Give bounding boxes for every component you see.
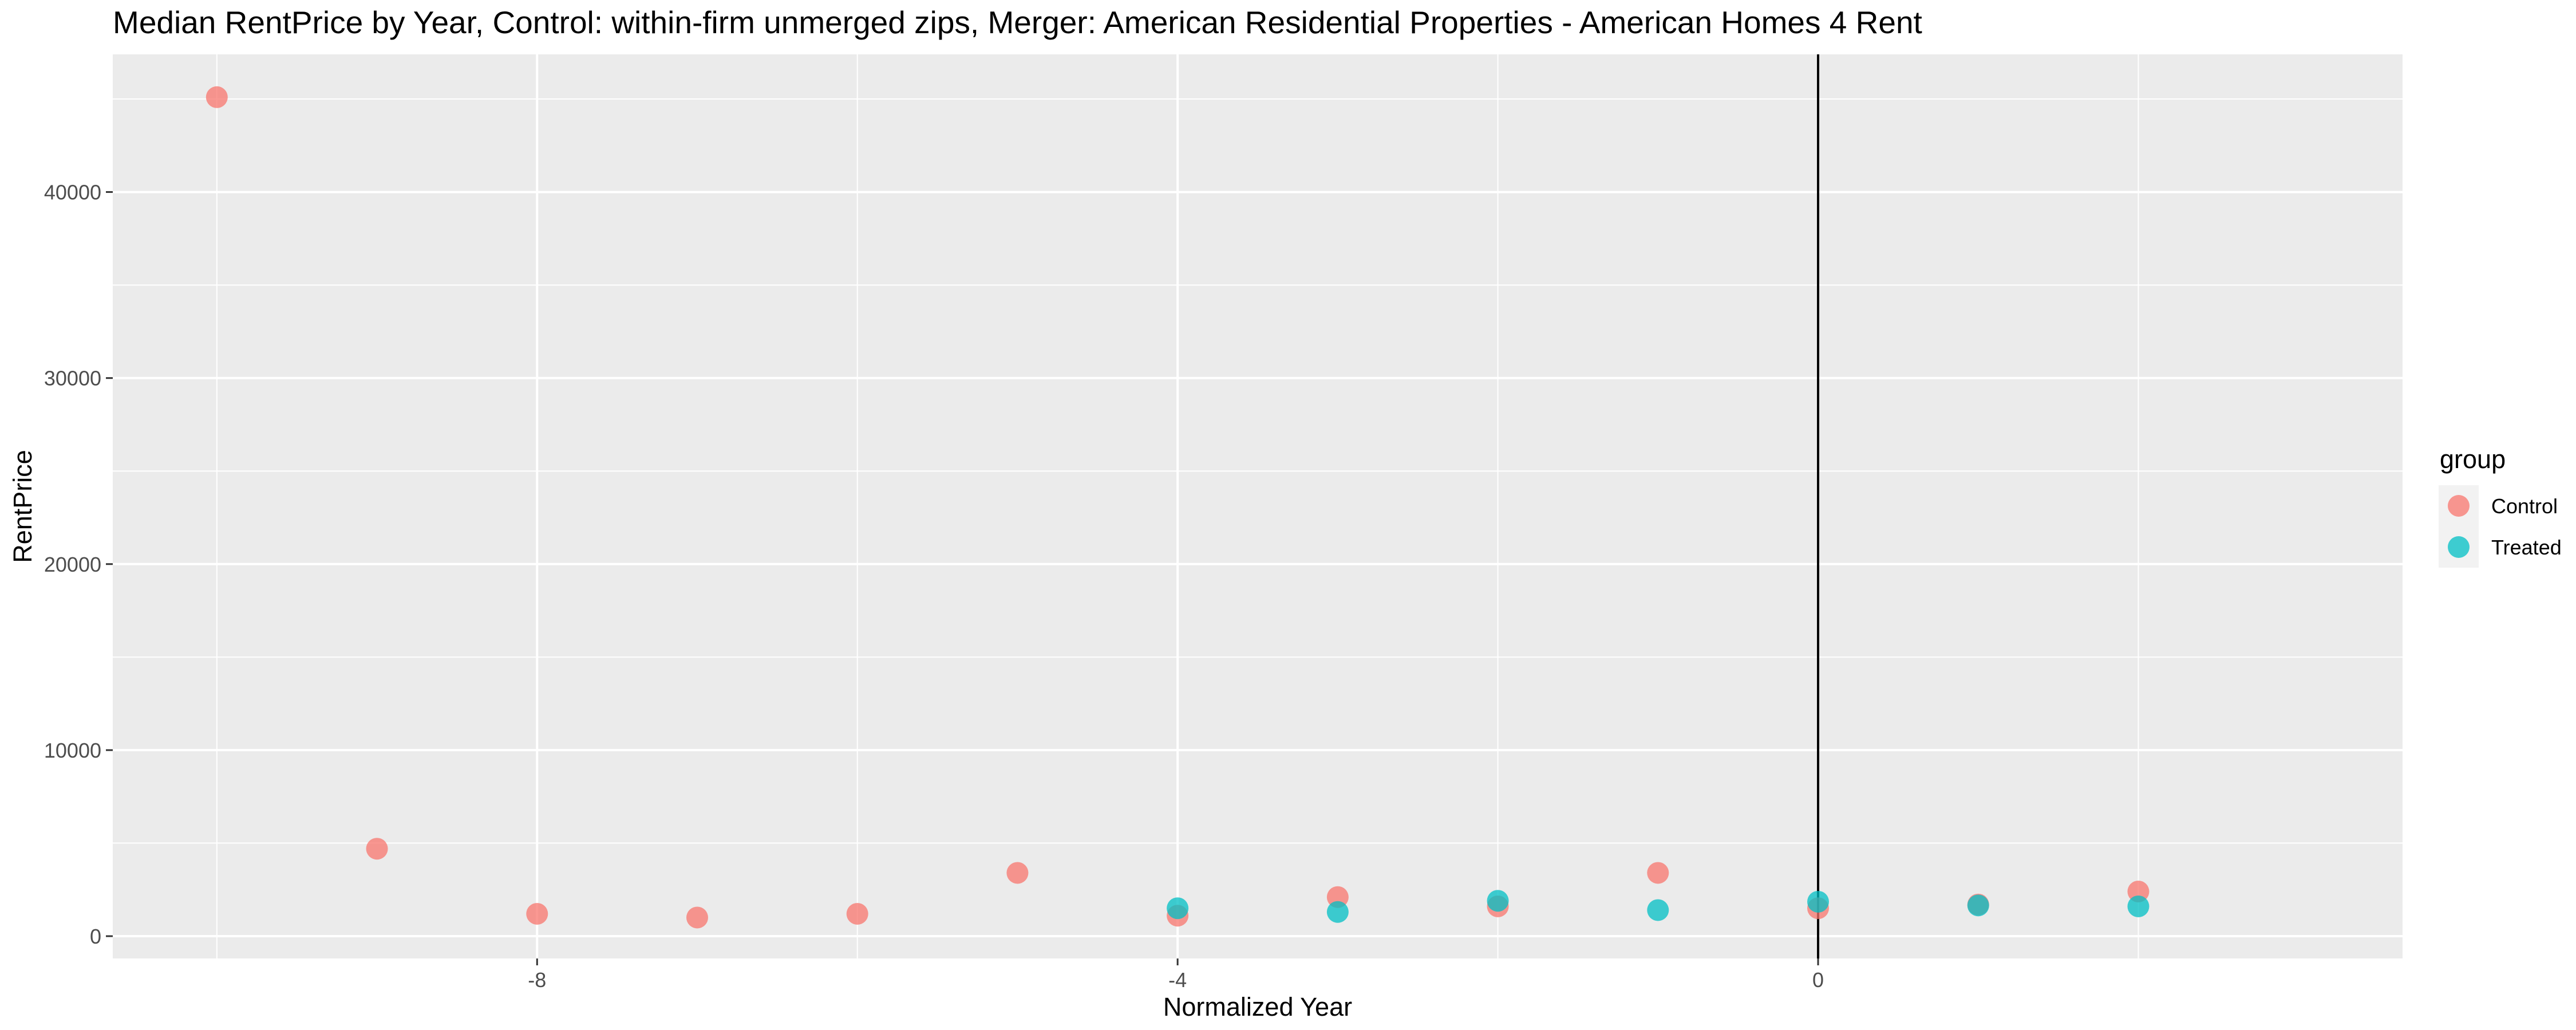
legend-keys: Control Treated bbox=[2439, 485, 2562, 568]
point-treated bbox=[1967, 894, 1989, 917]
point-control bbox=[1326, 886, 1349, 908]
point-control bbox=[1647, 862, 1669, 884]
point-treated bbox=[1487, 890, 1509, 912]
point-control bbox=[686, 906, 708, 929]
x-axis: -8 -4 0 bbox=[528, 958, 1824, 992]
point-control bbox=[1006, 862, 1029, 884]
point-treated bbox=[1326, 901, 1349, 923]
legend-title: group bbox=[2440, 445, 2506, 474]
y-axis: 0 10000 20000 30000 40000 bbox=[44, 181, 113, 948]
x-tick-label: -4 bbox=[1168, 968, 1187, 992]
point-control bbox=[366, 838, 388, 860]
y-tick-label: 30000 bbox=[44, 367, 101, 390]
x-tick-label: 0 bbox=[1812, 968, 1824, 992]
point-control bbox=[526, 902, 548, 925]
x-tick-label: -8 bbox=[528, 968, 546, 992]
y-axis-title: RentPrice bbox=[8, 450, 37, 563]
legend-key-control bbox=[2448, 495, 2470, 517]
point-control bbox=[2127, 880, 2150, 902]
legend-label-treated: Treated bbox=[2491, 536, 2562, 559]
plot-panel bbox=[113, 54, 2403, 958]
point-control bbox=[206, 86, 228, 108]
y-tick-label: 10000 bbox=[44, 739, 101, 762]
point-treated bbox=[1167, 897, 1189, 920]
point-control bbox=[846, 902, 868, 925]
y-tick-label: 20000 bbox=[44, 553, 101, 576]
point-treated bbox=[2127, 895, 2150, 917]
legend-label-control: Control bbox=[2491, 494, 2558, 518]
grid-minor bbox=[113, 54, 2403, 958]
y-tick-label: 40000 bbox=[44, 181, 101, 204]
point-treated bbox=[1807, 890, 1830, 913]
chart-title: Median RentPrice by Year, Control: withi… bbox=[113, 5, 1922, 40]
points-layer bbox=[206, 86, 2150, 929]
legend-key-treated bbox=[2448, 536, 2470, 558]
x-axis-title: Normalized Year bbox=[1163, 992, 1352, 1021]
point-treated bbox=[1647, 899, 1669, 921]
legend: group Control Treated bbox=[2439, 445, 2562, 568]
y-tick-label: 0 bbox=[90, 925, 101, 948]
